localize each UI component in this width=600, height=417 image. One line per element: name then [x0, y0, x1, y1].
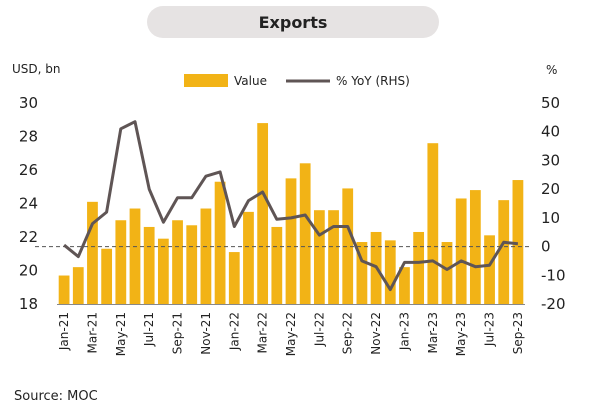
- bar-May-22: [285, 178, 297, 304]
- x-tick-May-21: May-21: [114, 312, 128, 356]
- right-axis-ticks: -20 -10 0 10 20 30 40 50: [541, 94, 566, 313]
- x-tick-Jan-21: Jan-21: [57, 312, 71, 351]
- bar-Dec-21: [214, 181, 226, 304]
- bar-Aug-23: [498, 200, 510, 304]
- bar-Jun-21: [129, 208, 141, 304]
- x-tick-Nov-21: Nov-21: [199, 312, 213, 355]
- x-tick-Mar-23: Mar-23: [426, 312, 440, 353]
- left-tick-24: 24: [19, 195, 38, 213]
- left-tick-30: 30: [19, 94, 38, 112]
- bar-Sep-22: [342, 188, 354, 304]
- left-axis-ticks: 18 20 22 24 26 28 30: [19, 94, 38, 313]
- x-tick-Sep-23: Sep-23: [511, 312, 525, 354]
- x-tick-Nov-22: Nov-22: [369, 312, 383, 355]
- bar-Mar-22: [257, 123, 269, 304]
- bar-Sep-23: [512, 180, 524, 304]
- bar-Apr-23: [441, 242, 453, 304]
- legend-yoy-label: % YoY (RHS): [336, 74, 410, 88]
- bar-Jan-23: [399, 267, 410, 304]
- x-tick-Sep-22: Sep-22: [341, 312, 355, 354]
- bar-Jul-21: [143, 226, 155, 304]
- bar-Dec-22: [384, 240, 396, 304]
- source-note: Source: MOC: [14, 389, 98, 404]
- bar-Apr-21: [101, 248, 113, 304]
- x-tick-May-22: May-22: [284, 312, 298, 356]
- left-axis-unit-label: USD, bn: [12, 62, 61, 76]
- x-tick-Jan-23: Jan-23: [397, 312, 411, 351]
- x-tick-Jul-23: Jul-23: [483, 312, 497, 347]
- bar-Jun-22: [299, 163, 311, 304]
- x-tick-Jul-21: Jul-21: [142, 312, 156, 347]
- right-tick-50: 50: [541, 94, 560, 112]
- bar-May-21: [115, 220, 127, 304]
- x-tick-Jan-22: Jan-22: [227, 312, 241, 351]
- bar-Jan-21: [58, 275, 70, 304]
- legend-value-swatch: [184, 74, 228, 87]
- bar-Feb-22: [243, 211, 254, 304]
- yoy-line-series: [63, 120, 519, 292]
- x-tick-May-23: May-23: [454, 312, 468, 356]
- bar-May-23: [455, 198, 467, 304]
- bar-series: [58, 123, 524, 304]
- right-tick-0: 0: [541, 238, 551, 256]
- chart-title: Exports: [258, 12, 328, 32]
- bar-Mar-23: [427, 143, 439, 304]
- bar-Sep-21: [172, 220, 183, 304]
- bar-Mar-21: [87, 201, 98, 304]
- left-tick-20: 20: [19, 262, 38, 280]
- bar-Oct-22: [356, 242, 368, 304]
- right-tick-20: 20: [541, 180, 560, 198]
- bar-Feb-21: [72, 267, 84, 304]
- left-tick-18: 18: [19, 295, 38, 313]
- bar-Apr-22: [271, 226, 283, 304]
- bar-Aug-22: [328, 210, 339, 304]
- bar-Jul-23: [484, 235, 495, 304]
- left-tick-22: 22: [19, 228, 38, 246]
- legend: Value % YoY (RHS): [184, 74, 410, 88]
- x-axis-ticks: Jan-21 Mar-21 May-21 Jul-21 Sep-21 Nov-21 Jan-…: [57, 312, 525, 356]
- bar-Jun-23: [469, 190, 481, 304]
- right-tick--20: -20: [541, 295, 566, 313]
- bar-Aug-21: [157, 238, 169, 304]
- x-tick-Sep-21: Sep-21: [171, 312, 185, 354]
- right-tick--10: -10: [541, 266, 566, 284]
- legend-value-label: Value: [234, 74, 267, 88]
- bar-Nov-21: [200, 208, 212, 304]
- title-pill: Exports: [147, 6, 439, 38]
- left-tick-26: 26: [19, 161, 38, 179]
- right-tick-30: 30: [541, 151, 560, 169]
- right-axis-unit-label: %: [546, 63, 558, 77]
- bar-Jul-22: [313, 210, 325, 304]
- right-tick-40: 40: [541, 123, 560, 141]
- x-tick-Mar-21: Mar-21: [85, 312, 99, 353]
- right-tick-10: 10: [541, 209, 560, 227]
- bar-Feb-23: [413, 231, 425, 304]
- x-tick-Jul-22: Jul-22: [312, 312, 326, 347]
- bar-Jan-22: [228, 252, 240, 304]
- left-tick-28: 28: [19, 128, 38, 146]
- bar-Oct-21: [186, 225, 198, 304]
- x-tick-Mar-22: Mar-22: [256, 312, 270, 353]
